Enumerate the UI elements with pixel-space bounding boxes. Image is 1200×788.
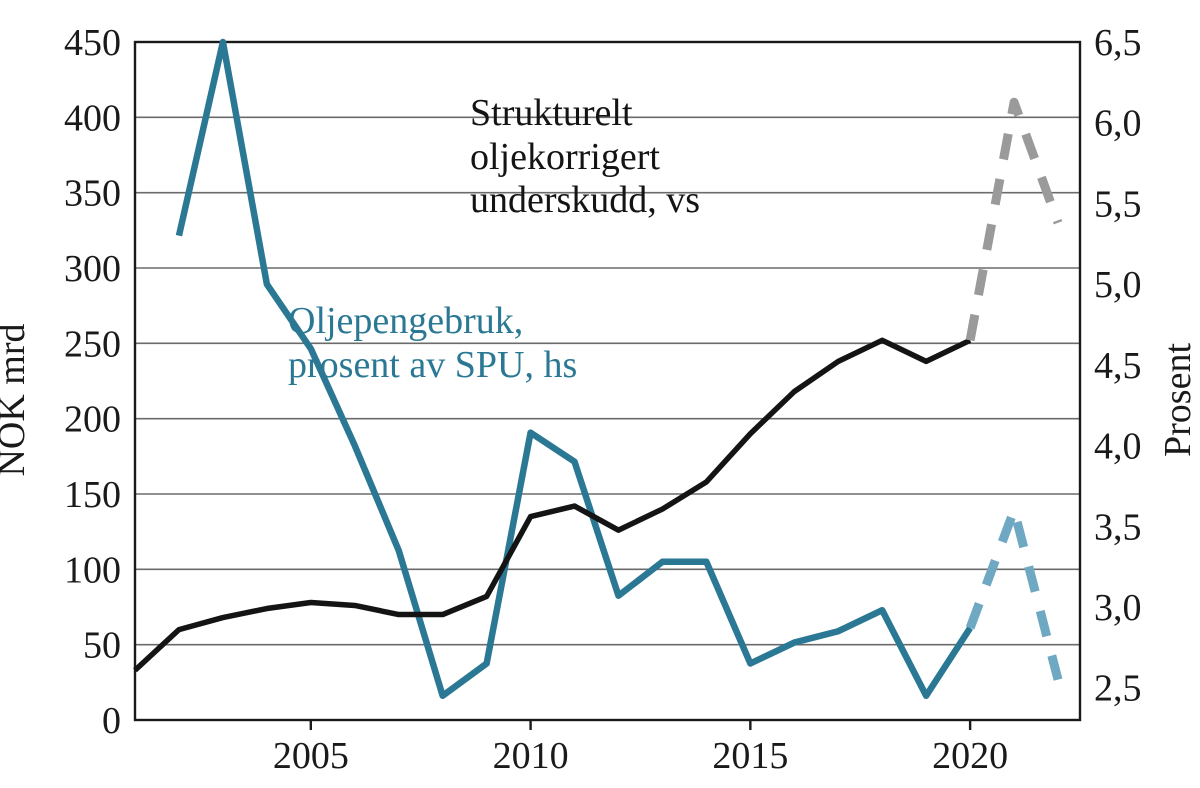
svg-text:0: 0 [102,700,121,742]
svg-text:2015: 2015 [712,735,788,777]
svg-text:3,5: 3,5 [1094,506,1142,548]
svg-text:50: 50 [83,625,121,667]
series-label-deficit: Strukturelt oljekorrigert underskudd, vs [470,92,700,223]
svg-text:250: 250 [64,323,121,365]
svg-text:4,5: 4,5 [1094,345,1142,387]
svg-text:100: 100 [64,549,121,591]
svg-text:4,0: 4,0 [1094,426,1142,468]
svg-text:3,0: 3,0 [1094,587,1142,629]
svg-text:6,5: 6,5 [1094,22,1142,64]
svg-text:150: 150 [64,474,121,516]
svg-text:300: 300 [64,248,121,290]
y-left-axis-title: NOK mrd [0,323,34,476]
svg-text:2005: 2005 [273,735,349,777]
series-label-oil: Oljepengebruk, prosent av SPU, hs [288,300,577,387]
svg-text:400: 400 [64,97,121,139]
svg-text:350: 350 [64,173,121,215]
y-right-axis-title: Prosent [1156,343,1200,457]
svg-text:2,5: 2,5 [1094,668,1142,710]
svg-text:450: 450 [64,22,121,64]
svg-text:2010: 2010 [493,735,569,777]
svg-text:2020: 2020 [932,735,1008,777]
svg-text:200: 200 [64,399,121,441]
svg-text:5,0: 5,0 [1094,264,1142,306]
svg-text:6,0: 6,0 [1094,103,1142,145]
dual-axis-line-chart: 2005 2010 2015 2020 0 50 100 150 200 250 300 350 400… [0,0,1200,788]
svg-text:5,5: 5,5 [1094,183,1142,225]
